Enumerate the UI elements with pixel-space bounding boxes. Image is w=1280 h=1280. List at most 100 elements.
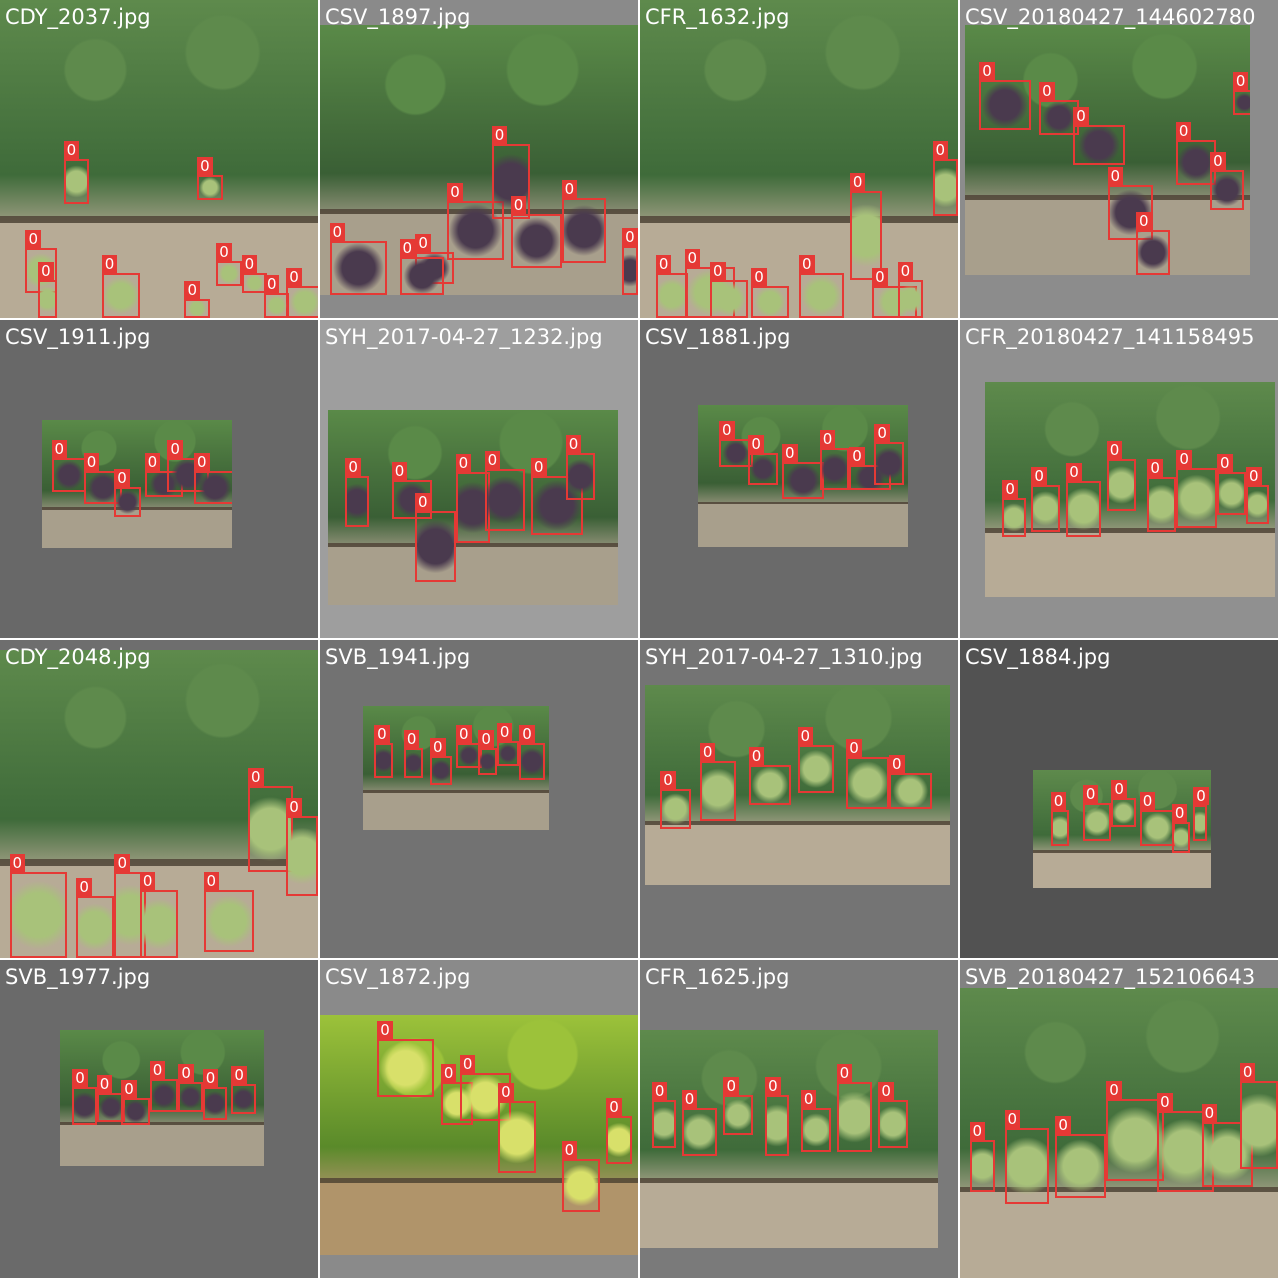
grape-cluster-box <box>1239 1081 1278 1170</box>
class-label-tag: 0 <box>1055 1116 1071 1134</box>
class-label-tag: 0 <box>447 182 463 201</box>
grape-cluster-box <box>1136 230 1171 275</box>
class-label-tag: 0 <box>748 435 764 454</box>
class-label-tag: 0 <box>819 429 836 448</box>
class-label-tag: 0 <box>96 1074 113 1093</box>
class-label-tag: 0 <box>76 878 92 897</box>
class-label-tag: 0 <box>121 1080 137 1098</box>
class-label-tag: 0 <box>1171 803 1188 822</box>
class-label-tag: 0 <box>184 280 200 299</box>
class-label-tag: 0 <box>167 440 183 459</box>
class-label-tag: 0 <box>531 458 547 477</box>
foliage <box>640 0 958 175</box>
ground <box>645 825 950 885</box>
class-label-tag: 0 <box>1106 1080 1122 1099</box>
grape-cluster-box <box>751 286 790 318</box>
grape-cluster-box <box>114 486 141 518</box>
class-label-tag: 0 <box>1111 780 1127 799</box>
image-filename: SYH_2017-04-27_1232.jpg <box>325 325 603 349</box>
grape-cluster-box <box>1232 90 1250 115</box>
grape-cluster-box <box>9 871 67 958</box>
class-label-tag: 0 <box>286 798 302 817</box>
grape-cluster-box <box>797 745 835 793</box>
class-label-tag: 0 <box>399 239 416 258</box>
image-filename: CSV_20180427_144602780 <box>965 5 1256 29</box>
class-label-tag: 0 <box>723 1077 739 1096</box>
class-label-tag: 0 <box>478 730 494 749</box>
mosaic-tile: 0 0 0 0 0 0 CSV_1872.jpg <box>320 960 638 1278</box>
grape-cluster-box <box>1082 803 1112 841</box>
grape-cluster-box <box>748 453 778 485</box>
grape-cluster-box <box>782 461 824 499</box>
mosaic-tile: 0 0 0 0 0 0 0 CDY_2048.jpg <box>0 640 318 958</box>
class-label-tag: 0 <box>1002 480 1018 499</box>
class-label-tag: 0 <box>797 727 814 745</box>
class-label-tag: 0 <box>1136 212 1152 230</box>
grape-cluster-box <box>1066 480 1101 537</box>
class-label-tag: 0 <box>114 468 130 487</box>
class-label-tag: 0 <box>846 739 862 757</box>
grape-cluster-box <box>651 1099 676 1148</box>
grape-cluster-box <box>969 1139 995 1193</box>
grape-cluster-box <box>286 286 318 318</box>
image-filename: CFR_1625.jpg <box>645 965 790 989</box>
class-label-tag: 0 <box>38 261 54 280</box>
class-label-tag: 0 <box>374 725 390 744</box>
class-label-tag: 0 <box>748 747 765 765</box>
class-label-tag: 0 <box>1106 441 1123 460</box>
class-label-tag: 0 <box>1217 454 1233 473</box>
grape-cluster-box <box>415 511 456 582</box>
image-filename: CDY_2048.jpg <box>5 645 151 669</box>
image-filename: CDY_2037.jpg <box>5 5 151 29</box>
class-label-tag: 0 <box>878 1081 894 1100</box>
grape-cluster-box <box>345 476 369 527</box>
class-label-tag: 0 <box>1175 122 1192 140</box>
grape-cluster-box <box>655 273 688 318</box>
grape-cluster-box <box>765 1095 789 1157</box>
class-label-tag: 0 <box>203 872 220 891</box>
grape-cluster-box <box>197 174 223 201</box>
class-label-tag: 0 <box>345 458 361 477</box>
class-label-tag: 0 <box>1147 458 1163 477</box>
grape-cluster-box <box>878 1099 909 1148</box>
class-label-tag: 0 <box>979 62 995 80</box>
ground <box>363 792 549 830</box>
mosaic-tile: 0 0 0 0 0 0 0 SYH_2017-04-27_1232.jpg <box>320 320 638 638</box>
class-label-tag: 0 <box>415 493 431 512</box>
grape-cluster-box <box>1210 170 1245 210</box>
grape-cluster-box <box>184 298 210 318</box>
mosaic-tile: 0 0 0 0 0 0 0 0 0 0 CDY_2037.jpg <box>0 0 318 318</box>
class-label-tag: 0 <box>699 743 716 761</box>
class-label-tag: 0 <box>561 1141 578 1159</box>
class-label-tag: 0 <box>651 1081 668 1100</box>
grape-cluster-box <box>63 159 90 204</box>
class-label-tag: 0 <box>1210 152 1226 170</box>
grape-cluster-box <box>561 197 607 263</box>
image-filename: SVB_20180427_152106643 <box>965 965 1256 989</box>
grape-cluster-box <box>748 765 792 805</box>
image-filename: CFR_20180427_141158495 <box>965 325 1255 349</box>
grape-cluster-box <box>800 1108 831 1153</box>
ground <box>640 1182 938 1248</box>
grape-cluster-box <box>723 1095 754 1135</box>
ground <box>1033 852 1211 888</box>
class-label-tag: 0 <box>248 767 264 786</box>
grape-cluster-box <box>76 896 115 958</box>
class-label-tag: 0 <box>139 872 156 891</box>
class-label-tag: 0 <box>1176 450 1192 468</box>
grape-cluster-box <box>1176 468 1217 529</box>
class-label-tag: 0 <box>403 730 420 749</box>
mosaic-tile: 0 0 0 0 0 0 SYH_2017-04-27_1310.jpg <box>640 640 958 958</box>
class-label-tag: 0 <box>455 454 472 473</box>
mosaic-tile: 0 0 0 0 0 0 0 0 0 CFR_1632.jpg <box>640 0 958 318</box>
class-label-tag: 0 <box>101 255 118 274</box>
grape-cluster-box <box>478 748 497 776</box>
grape-cluster-box <box>897 279 924 318</box>
